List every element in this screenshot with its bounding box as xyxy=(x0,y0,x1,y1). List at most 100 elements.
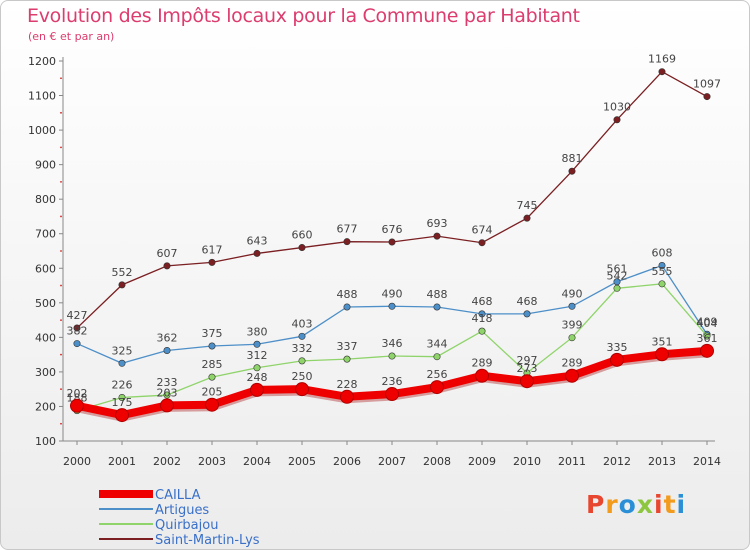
logo-letter: t xyxy=(663,490,677,519)
data-label: 236 xyxy=(382,375,403,388)
data-point xyxy=(658,68,666,76)
data-label: 351 xyxy=(652,335,673,348)
series-saint-martin-lys: 427 552 607 617 643 660 677 676 693 674 745 881 1030… xyxy=(67,53,721,332)
data-label: 332 xyxy=(292,342,313,355)
data-label: 375 xyxy=(202,327,223,340)
data-label: 205 xyxy=(202,386,223,399)
y-minor-tick xyxy=(60,422,62,425)
data-point xyxy=(298,244,306,252)
series-artigues: 382 325 362 375 380 403 488 490 488 468 468 490 561 6… xyxy=(67,247,718,367)
legend-label: Quirbajou xyxy=(155,518,218,533)
data-label: 677 xyxy=(337,223,358,236)
data-label: 490 xyxy=(382,287,403,300)
data-label: 674 xyxy=(472,224,493,237)
data-label: 617 xyxy=(202,243,223,256)
data-point xyxy=(610,352,624,367)
data-point xyxy=(118,281,126,289)
data-point xyxy=(478,310,486,318)
data-point xyxy=(700,343,714,358)
data-label: 202 xyxy=(67,387,88,400)
y-minor-tick xyxy=(60,181,62,183)
y-tick-label: 300 xyxy=(35,366,56,379)
logo-letter: x xyxy=(636,490,654,519)
data-point xyxy=(478,239,486,247)
data-label: 312 xyxy=(247,349,268,362)
data-point xyxy=(208,258,216,266)
data-point xyxy=(205,397,219,412)
x-tick-label: 2011 xyxy=(558,455,586,468)
y-tick-label: 1000 xyxy=(28,124,56,137)
data-label: 250 xyxy=(292,370,313,383)
y-tick-label: 500 xyxy=(35,297,56,310)
data-label: 608 xyxy=(652,247,673,260)
data-label: 335 xyxy=(607,341,628,354)
data-label: 1169 xyxy=(648,53,676,66)
data-point xyxy=(73,340,81,348)
data-label: 297 xyxy=(517,354,538,367)
x-tick-label: 2013 xyxy=(648,455,676,468)
y-tick-label: 1200 xyxy=(28,55,56,68)
data-point xyxy=(250,382,264,397)
data-point xyxy=(568,334,576,342)
data-point xyxy=(433,232,441,240)
data-label: 881 xyxy=(562,152,583,165)
data-label: 676 xyxy=(382,223,403,236)
data-point xyxy=(568,167,576,175)
y-minor-tick xyxy=(60,319,62,321)
data-label: 256 xyxy=(427,368,448,381)
logo-letter: o xyxy=(618,490,637,519)
data-point xyxy=(160,398,174,413)
logo-letter: i xyxy=(676,490,687,519)
data-label: 1097 xyxy=(693,78,721,91)
logo-letter: r xyxy=(605,490,619,519)
data-label: 427 xyxy=(67,309,88,322)
data-label: 561 xyxy=(607,263,628,276)
x-tick-label: 2001 xyxy=(108,455,136,468)
data-label: 693 xyxy=(427,217,448,230)
data-point xyxy=(475,368,489,383)
y-minor-tick xyxy=(60,353,62,356)
data-label: 228 xyxy=(337,378,358,391)
proxiti-logo: Proxiti xyxy=(586,490,686,519)
y-minor-tick xyxy=(60,284,62,287)
legend-label: Artigues xyxy=(155,503,209,518)
x-tick-label: 2000 xyxy=(63,455,91,468)
data-point xyxy=(163,391,171,399)
logo-letter: i xyxy=(654,490,664,519)
data-point xyxy=(385,387,399,402)
data-point xyxy=(388,302,396,310)
data-label: 289 xyxy=(562,357,583,370)
data-point xyxy=(568,302,576,310)
data-label: 542 xyxy=(607,269,628,282)
data-point xyxy=(208,373,216,381)
data-point xyxy=(658,262,666,270)
data-point xyxy=(163,346,171,354)
x-tick-label: 2003 xyxy=(198,455,226,468)
data-label: 404 xyxy=(697,317,718,330)
data-point xyxy=(613,284,621,292)
x-tick-label: 2002 xyxy=(153,455,181,468)
data-point xyxy=(565,368,579,383)
data-label: 555 xyxy=(652,265,673,278)
data-point xyxy=(703,332,711,340)
series-cailla: 202 175 203 205 248 250 228 236 256 289 273 289 335 3… xyxy=(67,332,718,423)
data-label: 344 xyxy=(427,338,448,351)
x-tick-label: 2014 xyxy=(693,455,721,468)
chart-subtitle: (en € et par an) xyxy=(28,30,115,43)
data-label: 382 xyxy=(67,325,88,338)
data-label: 468 xyxy=(472,295,493,308)
data-point xyxy=(520,374,534,389)
x-tick-label: 2005 xyxy=(288,455,316,468)
data-point xyxy=(478,327,486,335)
data-point xyxy=(298,357,306,365)
x-tick-label: 2004 xyxy=(243,455,271,468)
y-minor-tick xyxy=(60,77,62,80)
data-label: 607 xyxy=(157,247,178,260)
data-label: 175 xyxy=(112,396,133,409)
data-point xyxy=(163,262,171,270)
data-point xyxy=(613,116,621,124)
data-label: 226 xyxy=(112,378,133,391)
data-label: 660 xyxy=(292,229,313,242)
